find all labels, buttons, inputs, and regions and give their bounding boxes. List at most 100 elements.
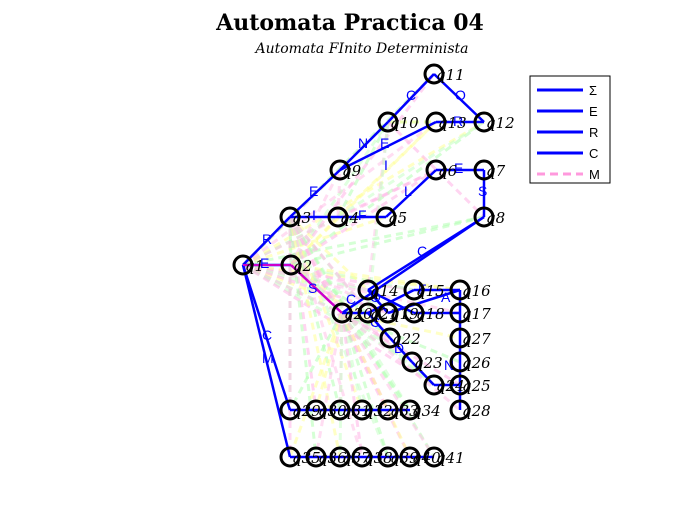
transition-line	[433, 73, 485, 123]
state-node	[473, 111, 495, 133]
state-label: q33	[390, 402, 419, 420]
state-label: q27	[462, 330, 491, 348]
state-label: q2	[293, 257, 312, 275]
state-node	[305, 399, 327, 421]
state-node	[423, 63, 445, 85]
background-transition-line	[288, 216, 364, 458]
legend-label: Σ	[589, 83, 597, 98]
state-label: q34	[412, 402, 441, 420]
transition-label: N	[358, 135, 368, 151]
transition-label: R	[262, 231, 272, 247]
state-label: q40	[412, 449, 441, 467]
state-node	[399, 446, 421, 468]
background-transition-line	[338, 312, 344, 458]
background-transition-line	[340, 312, 412, 411]
transition-label: E	[454, 160, 463, 176]
background-transition-line	[288, 216, 342, 458]
transition-line	[387, 73, 435, 123]
state-node	[351, 399, 373, 421]
state-node	[377, 399, 399, 421]
state-label: q31	[342, 402, 371, 420]
state-label: q15	[416, 282, 445, 300]
state-node	[403, 279, 425, 301]
state-node	[399, 399, 421, 421]
transition-label: C	[262, 327, 272, 343]
state-label: q14	[370, 282, 399, 300]
background-transition-line	[242, 215, 387, 267]
transition-label: A	[441, 289, 451, 305]
state-label: q11	[436, 66, 465, 84]
state-label: q8	[486, 209, 505, 227]
background-transition-line	[242, 120, 485, 267]
background-transition-line	[336, 120, 438, 219]
state-label: q7	[486, 162, 506, 180]
state-node	[379, 327, 401, 349]
state-label: q12	[486, 114, 515, 132]
background-transition-line	[288, 215, 370, 292]
state-label: q9	[342, 162, 362, 180]
state-label: q26	[462, 354, 491, 372]
transition-label: S	[308, 280, 317, 296]
background-transition-line	[242, 263, 461, 315]
background-transition-line	[386, 120, 486, 219]
state-node	[423, 374, 445, 396]
transition-line	[387, 288, 461, 315]
background-transition-line	[314, 312, 344, 458]
state-label: q5	[388, 209, 407, 227]
state-node	[449, 327, 471, 349]
state-label: q19	[390, 305, 419, 323]
background-transition-line	[341, 311, 461, 340]
transition-label: R	[453, 113, 463, 129]
transition-line	[389, 337, 413, 363]
state-label: q37	[342, 449, 371, 467]
transition-label: C	[346, 291, 356, 307]
background-transition-line	[288, 216, 392, 339]
transition-line	[339, 121, 389, 171]
transition-line	[385, 169, 437, 218]
transition-line	[367, 289, 389, 314]
transition-line	[242, 216, 291, 266]
state-label: q3	[292, 209, 311, 227]
state-node	[425, 159, 447, 181]
state-label: q13	[438, 114, 467, 132]
state-node	[377, 446, 399, 468]
state-node	[375, 206, 397, 228]
state-node	[329, 446, 351, 468]
transition-line	[241, 264, 292, 458]
state-node	[329, 399, 351, 421]
state-node	[305, 446, 327, 468]
background-transition-line	[340, 312, 412, 458]
state-node	[331, 302, 353, 324]
legend-label: R	[589, 125, 598, 140]
state-node	[280, 254, 302, 276]
state-label: q41	[436, 449, 465, 467]
background-transition-line	[336, 121, 390, 218]
state-label: q21	[370, 305, 399, 323]
state-label: q16	[462, 282, 491, 300]
background-transition-line	[337, 120, 485, 219]
transition-line	[411, 361, 435, 386]
chart-subtitle: Automata FInito Determinista	[254, 41, 469, 57]
state-node	[232, 254, 254, 276]
state-node	[449, 279, 471, 301]
state-node	[377, 111, 399, 133]
transition-line	[241, 264, 292, 411]
state-label: q23	[414, 354, 443, 372]
state-label: q17	[462, 305, 491, 323]
state-label: q36	[318, 449, 347, 467]
state-node	[449, 351, 471, 373]
background-transition-line	[241, 72, 436, 267]
chart-title: Automata Practica 04	[215, 10, 484, 36]
legend-box	[529, 75, 611, 184]
state-label: q4	[340, 209, 359, 227]
transition-label: S	[478, 183, 487, 199]
transition-label: N	[444, 357, 454, 373]
state-label: q6	[438, 162, 458, 180]
state-node	[279, 446, 301, 468]
background-transition-line	[341, 311, 435, 387]
transition-label: I	[384, 157, 388, 173]
transition-line	[289, 169, 341, 218]
transition-line	[367, 312, 391, 339]
transition-label: E	[380, 135, 389, 151]
